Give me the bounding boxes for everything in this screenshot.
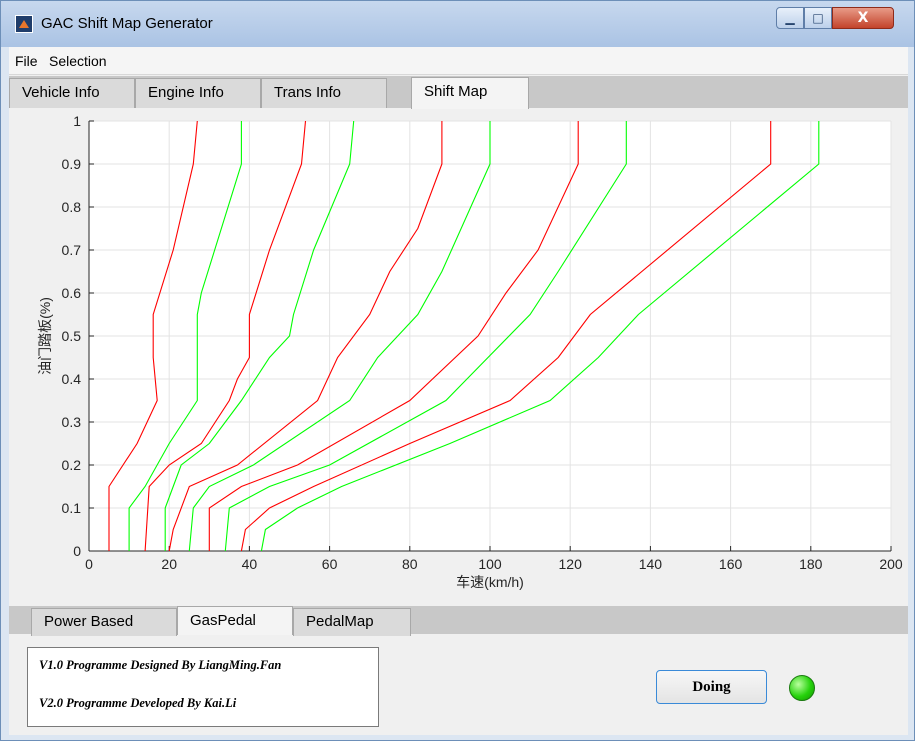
menu-file[interactable]: File [15, 53, 38, 69]
y-tick-label: 0.9 [62, 156, 82, 172]
y-axis-label: 油门踏板(%) [37, 297, 53, 375]
y-tick-label: 1 [73, 113, 81, 129]
tab-vehicle-info[interactable]: Vehicle Info [9, 78, 135, 108]
title-bar[interactable]: GAC Shift Map Generator ▁ □ X [1, 1, 914, 47]
credits-box: V1.0 Programme Designed By LiangMing.Fan… [27, 647, 379, 727]
upshift-line-2 [144, 120, 307, 552]
x-tick-label: 100 [478, 556, 502, 572]
x-tick-label: 60 [322, 556, 338, 572]
menu-bar: File Selection [9, 47, 908, 75]
y-tick-label: 0 [73, 543, 81, 559]
upshift-line-4 [168, 121, 443, 552]
tab-shift-map[interactable]: Shift Map [411, 77, 529, 109]
downshift-line-9 [260, 121, 820, 552]
upshift-line-6 [208, 121, 579, 551]
y-tick-label: 0.8 [62, 199, 82, 215]
tab-gas-pedal[interactable]: GasPedal [177, 606, 293, 635]
x-tick-label: 120 [559, 556, 583, 572]
upshift-line-0 [108, 120, 198, 551]
tab-engine-info[interactable]: Engine Info [135, 78, 261, 108]
y-tick-label: 0.6 [62, 285, 82, 301]
credit-line-v1: V1.0 Programme Designed By LiangMing.Fan [39, 658, 282, 672]
x-tick-label: 80 [402, 556, 418, 572]
x-tick-label: 40 [242, 556, 258, 572]
upshift-line-8 [240, 121, 772, 552]
tab-pedal-map[interactable]: PedalMap [293, 608, 411, 636]
x-tick-label: 20 [161, 556, 177, 572]
close-button[interactable]: X [832, 7, 894, 29]
plot-panel: 0 20 40 60 80 100 120 140 160 180 200 0 0.1 0.2 0.3 0.4… [9, 109, 908, 646]
credit-line-v2: V2.0 Programme Developed By Kai.Li [39, 696, 237, 710]
figure-content: File Selection Vehicle Info Engine Info … [9, 47, 908, 735]
tab-trans-info[interactable]: Trans Info [261, 78, 387, 108]
maximize-button[interactable]: □ [804, 7, 832, 29]
menu-selection[interactable]: Selection [49, 53, 107, 69]
y-tick-label: 0.5 [62, 328, 82, 344]
matlab-icon [15, 15, 33, 33]
y-tick-label: 0.7 [62, 242, 82, 258]
downshift-line-3 [164, 120, 355, 551]
doing-button[interactable]: Doing [656, 670, 767, 704]
minimize-button[interactable]: ▁ [776, 7, 804, 29]
y-tick-label: 0.3 [62, 414, 82, 430]
status-led-icon [789, 675, 815, 701]
y-tick-label: 0.4 [62, 371, 82, 387]
downshift-line-7 [224, 121, 627, 552]
x-axis-label: 车速(km/h) [456, 574, 524, 590]
x-tick-label: 180 [799, 556, 823, 572]
downshift-line-1 [128, 121, 242, 551]
shift-map-chart[interactable]: 0 20 40 60 80 100 120 140 160 180 200 0 0.1 0.2 0.3 0.4… [9, 109, 908, 646]
window-title: GAC Shift Map Generator [41, 15, 213, 32]
tab-power-based[interactable]: Power Based [31, 608, 177, 636]
main-tab-bar: Vehicle Info Engine Info Trans Info Shif… [9, 76, 908, 109]
y-tick-label: 0.1 [62, 500, 82, 516]
downshift-line-5 [188, 121, 491, 552]
x-tick-label: 200 [879, 556, 903, 572]
x-tick-label: 160 [719, 556, 743, 572]
y-tick-label: 0.2 [62, 457, 82, 473]
x-tick-label: 140 [639, 556, 663, 572]
sub-tab-bar: Power Based GasPedal PedalMap [9, 606, 908, 636]
x-tick-label: 0 [85, 556, 93, 572]
